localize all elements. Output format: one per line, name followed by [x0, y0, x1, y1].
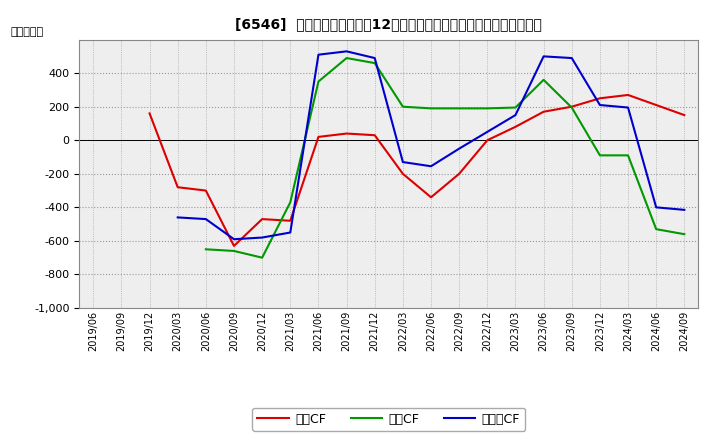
投資CF	[427, 106, 436, 111]
フリーCF	[427, 164, 436, 169]
フリーCF	[624, 105, 632, 110]
投資CF	[539, 77, 548, 82]
投資CF	[652, 227, 660, 232]
投資CF	[202, 247, 210, 252]
フリーCF	[539, 54, 548, 59]
投資CF	[624, 153, 632, 158]
Line: フリーCF: フリーCF	[178, 51, 684, 239]
営業CF	[652, 103, 660, 108]
フリーCF	[258, 235, 266, 240]
営業CF	[370, 132, 379, 138]
フリーCF	[174, 215, 182, 220]
営業CF	[314, 134, 323, 139]
フリーCF	[202, 216, 210, 222]
投資CF	[680, 231, 688, 237]
Legend: 営業CF, 投資CF, フリーCF: 営業CF, 投資CF, フリーCF	[253, 407, 525, 431]
投資CF	[286, 200, 294, 205]
営業CF	[680, 113, 688, 118]
営業CF	[342, 131, 351, 136]
Line: 営業CF: 営業CF	[150, 95, 684, 246]
フリーCF	[342, 49, 351, 54]
フリーCF	[370, 55, 379, 61]
投資CF	[230, 248, 238, 253]
営業CF	[399, 171, 408, 176]
フリーCF	[511, 113, 520, 118]
フリーCF	[680, 207, 688, 213]
営業CF	[455, 171, 464, 176]
投資CF	[595, 153, 604, 158]
投資CF	[399, 104, 408, 109]
フリーCF	[595, 103, 604, 108]
投資CF	[258, 255, 266, 260]
営業CF	[567, 104, 576, 109]
フリーCF	[567, 55, 576, 61]
投資CF	[314, 79, 323, 84]
営業CF	[483, 138, 492, 143]
営業CF	[258, 216, 266, 222]
フリーCF	[652, 205, 660, 210]
投資CF	[511, 105, 520, 110]
営業CF	[595, 95, 604, 101]
営業CF	[511, 124, 520, 129]
Line: 投資CF: 投資CF	[206, 58, 684, 258]
営業CF	[624, 92, 632, 98]
営業CF	[230, 243, 238, 249]
投資CF	[370, 60, 379, 66]
フリーCF	[230, 237, 238, 242]
フリーCF	[286, 230, 294, 235]
営業CF	[202, 188, 210, 193]
フリーCF	[314, 52, 323, 57]
投資CF	[342, 55, 351, 61]
営業CF	[427, 194, 436, 200]
営業CF	[174, 185, 182, 190]
営業CF	[286, 218, 294, 224]
Title: [6546]  キャッシュフローの12か月移動合計の対前年同期増減額の推移: [6546] キャッシュフローの12か月移動合計の対前年同期増減額の推移	[235, 18, 542, 32]
営業CF	[539, 109, 548, 114]
フリーCF	[483, 129, 492, 135]
投資CF	[483, 106, 492, 111]
投資CF	[567, 105, 576, 110]
投資CF	[455, 106, 464, 111]
Y-axis label: （百万円）: （百万円）	[10, 27, 43, 37]
フリーCF	[399, 159, 408, 165]
営業CF	[145, 111, 154, 116]
フリーCF	[455, 146, 464, 151]
